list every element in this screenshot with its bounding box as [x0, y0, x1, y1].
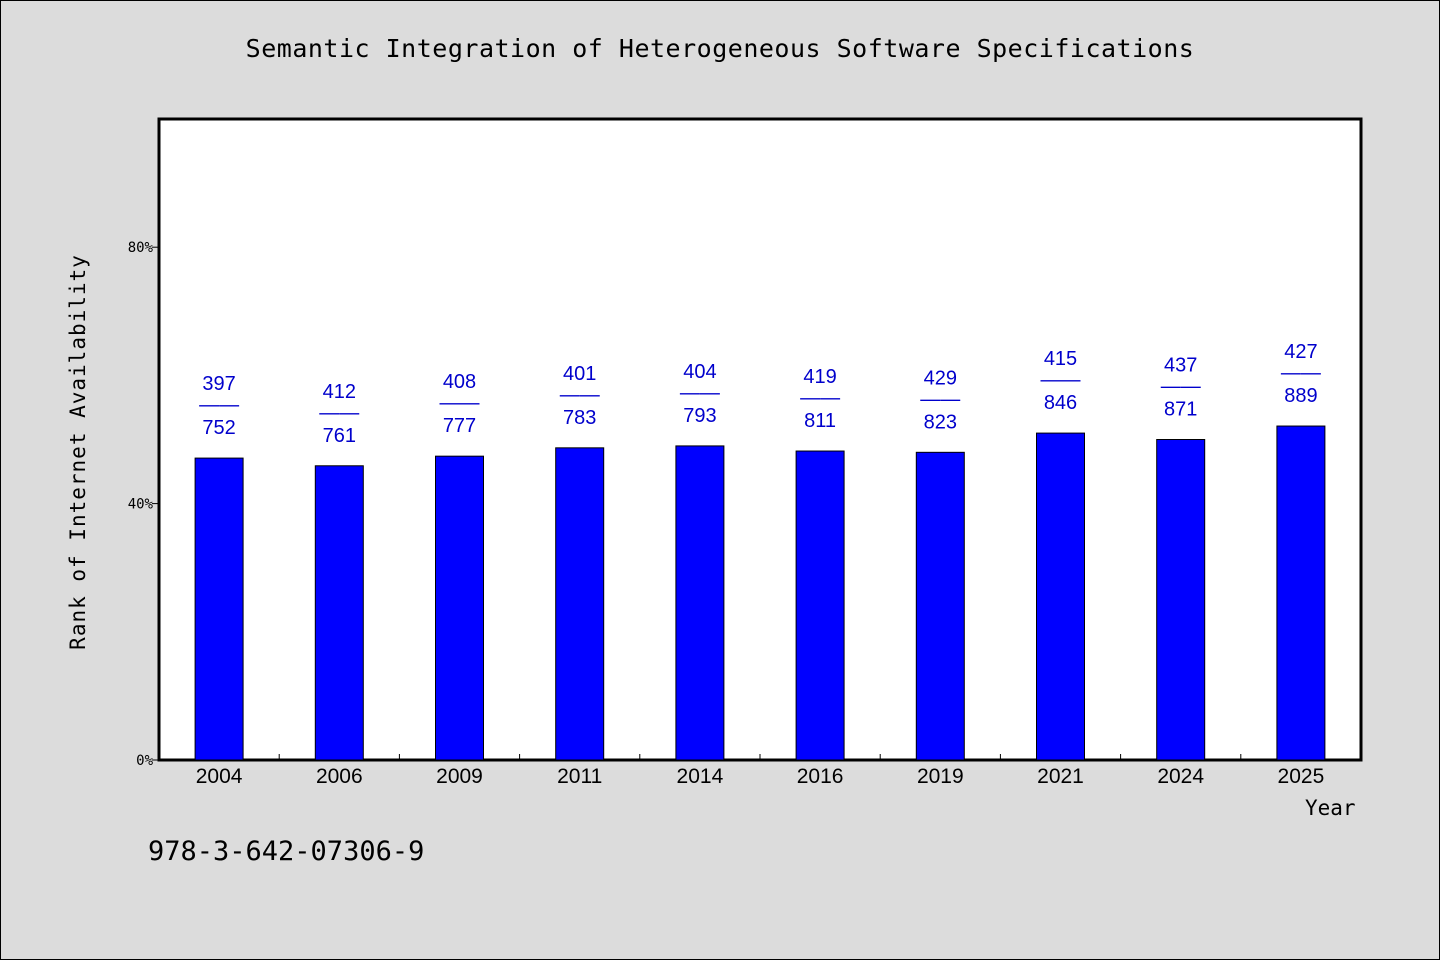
x-tick-label: 2019 — [917, 765, 964, 788]
bar — [1156, 439, 1206, 761]
data-label-bottom: 889 — [1284, 385, 1317, 407]
data-label-separator: —— — [440, 392, 480, 414]
x-tick-label: 2011 — [557, 765, 602, 788]
x-tick-label: 2024 — [1157, 765, 1204, 788]
data-label-separator: —— — [1161, 376, 1201, 398]
data-label-bottom: 777 — [443, 415, 476, 437]
bar — [915, 451, 965, 761]
data-label-top: 404 — [683, 361, 716, 383]
y-tick-label: 0% — [136, 753, 153, 769]
data-label-separator: —— — [800, 387, 840, 409]
data-label-separator: —— — [560, 384, 600, 406]
bar — [795, 450, 845, 761]
data-label-top: 397 — [202, 373, 235, 395]
data-label-separator: —— — [199, 394, 239, 416]
data-label-bottom: 846 — [1044, 392, 1077, 414]
data-label-bottom: 752 — [202, 417, 235, 439]
x-tick-label: 2006 — [316, 765, 363, 788]
y-tick-label: 80% — [128, 240, 154, 256]
data-label-top: 401 — [563, 363, 596, 385]
data-label-bottom: 823 — [924, 411, 957, 433]
data-label-bottom: 761 — [323, 425, 356, 447]
bar — [314, 465, 364, 761]
x-tick-label: 2025 — [1278, 765, 1325, 788]
data-label-bottom: 783 — [563, 407, 596, 429]
data-label-bottom: 811 — [804, 410, 836, 432]
bar — [435, 455, 484, 761]
x-tick-label: 2009 — [436, 765, 483, 788]
data-label-top: 408 — [443, 371, 476, 393]
data-label-separator: —— — [1281, 362, 1321, 384]
bar — [675, 445, 725, 761]
isbn-text: 978-3-642-07306-9 — [148, 836, 425, 867]
data-label-separator: —— — [680, 382, 720, 404]
bar — [194, 457, 244, 761]
y-tick-label: 40% — [128, 497, 154, 513]
bar — [1036, 432, 1085, 761]
x-tick-label: 2004 — [196, 765, 243, 788]
data-label-top: 427 — [1284, 341, 1317, 363]
x-axis-label: Year — [1305, 796, 1356, 820]
data-label-top: 429 — [924, 367, 957, 389]
bar — [1276, 425, 1326, 761]
data-label-separator: —— — [920, 388, 960, 410]
chart-title: Semantic Integration of Heterogeneous So… — [245, 34, 1195, 63]
bar — [555, 447, 605, 761]
x-tick-label: 2014 — [677, 765, 724, 788]
x-tick-label: 2021 — [1037, 765, 1084, 788]
data-label-bottom: 871 — [1164, 399, 1197, 421]
data-label-top: 437 — [1164, 355, 1197, 377]
data-label-separator: —— — [319, 402, 359, 424]
x-tick-label: 2016 — [797, 765, 844, 788]
data-label-separator: —— — [1041, 369, 1081, 391]
data-label-bottom: 793 — [683, 405, 716, 427]
data-label-top: 415 — [1044, 348, 1077, 370]
data-label-top: 412 — [323, 381, 356, 403]
data-label-top: 419 — [803, 366, 836, 388]
